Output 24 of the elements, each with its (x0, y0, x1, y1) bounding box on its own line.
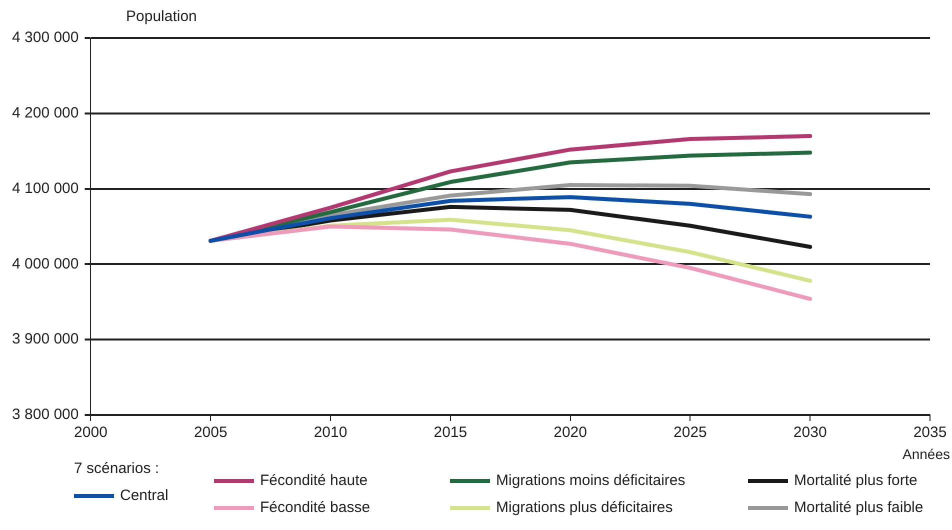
legend-label: Migrations moins déficitaires (496, 472, 686, 489)
y-axis-title: Population (126, 8, 197, 25)
x-axis-title: Années (902, 446, 950, 462)
x-tick-label: 2035 (913, 424, 947, 442)
x-tick-label: 2020 (554, 424, 587, 442)
x-tick-label: 2015 (434, 424, 468, 442)
legend-label: Mortalité plus forte (794, 472, 918, 489)
legend-label: Fécondité basse (260, 499, 370, 516)
legend-label: Central (120, 487, 168, 504)
x-tick-label: 2000 (74, 424, 108, 442)
legend-label: Mortalité plus faible (794, 499, 924, 516)
y-tick-label: 4 100 000 (12, 180, 79, 197)
x-tick-label: 2010 (314, 424, 348, 442)
y-tick-label: 4 200 000 (12, 104, 79, 122)
y-tick-label: 4 300 000 (12, 29, 79, 46)
x-tick-label: 2025 (674, 424, 707, 442)
x-tick-label: 2005 (194, 424, 228, 442)
y-tick-label: 3 900 000 (12, 330, 79, 348)
y-tick-label: 4 000 000 (12, 255, 79, 272)
legend-label: Migrations plus déficitaires (496, 499, 673, 516)
x-tick-label: 2030 (793, 424, 827, 442)
legend-title: 7 scénarios : (74, 460, 160, 477)
y-tick-label: 3 800 000 (12, 406, 79, 424)
legend-label: Fécondité haute (260, 472, 368, 489)
